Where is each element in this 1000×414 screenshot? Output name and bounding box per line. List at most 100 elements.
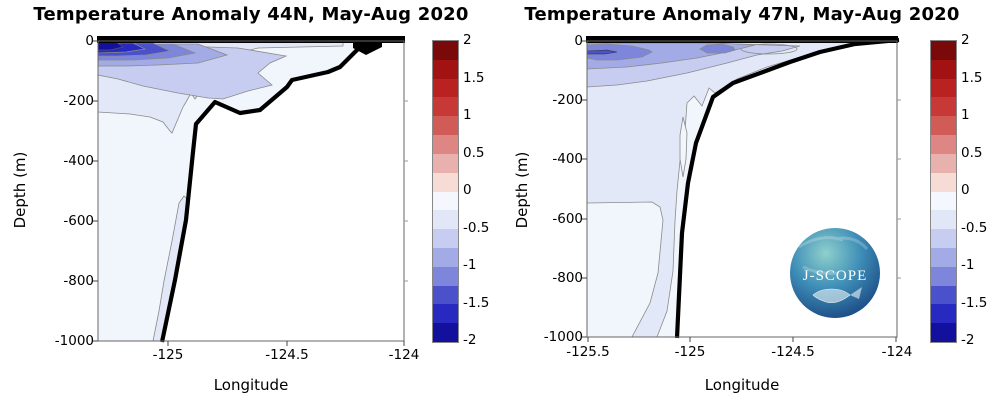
colorbar-tick: -2	[961, 332, 975, 348]
colorbar-band	[931, 153, 956, 173]
y-tick-label: -400	[63, 153, 94, 169]
colorbar-band	[433, 59, 458, 79]
y-tick-marks-right	[897, 99, 901, 279]
colorbar-band	[433, 323, 458, 342]
colorbar-band	[433, 304, 458, 324]
logo-caustics	[798, 236, 869, 275]
colorbar-tick: 1	[463, 107, 472, 123]
x-tick-label: -125.5	[566, 344, 610, 360]
x-axis-label-44n: Longitude	[213, 376, 289, 394]
colorbar-44n	[432, 40, 459, 343]
contour-plot-44n	[93, 36, 408, 346]
y-tick-label: -200	[63, 93, 94, 109]
y-axis-label-47n: Depth (m)	[513, 151, 531, 229]
colorbar-tick: -1	[961, 257, 975, 273]
y-axis-label-44n: Depth (m)	[11, 151, 29, 229]
axes-spine	[586, 40, 898, 338]
colorbar-band	[931, 97, 956, 117]
colorbar-band	[433, 41, 458, 60]
colorbar-band	[433, 191, 458, 211]
colorbar-band	[931, 172, 956, 192]
colorbar-tick: -0.5	[961, 220, 988, 236]
colorbar-tick: -2	[463, 332, 477, 348]
colorbar-tick: 2	[961, 32, 970, 48]
surface-bar	[586, 36, 898, 43]
colorbar-band	[433, 153, 458, 173]
slope-pocket-contour	[679, 116, 688, 178]
colorbar-tick: -0.5	[463, 220, 490, 236]
y-tick-label: 0	[574, 33, 583, 49]
colorbar-tick: -1.5	[961, 295, 988, 311]
colorbar-band	[433, 247, 458, 267]
colorbar-band	[931, 210, 956, 230]
colorbar-band	[433, 116, 458, 136]
y-tick-marks	[93, 40, 98, 342]
y-tick-label: -400	[552, 151, 583, 167]
colorbar-47n	[930, 40, 957, 343]
y-tick-label: -800	[63, 273, 94, 289]
colorbar-band	[931, 135, 956, 154]
y-tick-label: -1000	[54, 333, 94, 349]
colorbar-band	[931, 191, 956, 211]
bathymetry-line	[674, 37, 900, 339]
colorbar-tick: -1.5	[463, 295, 490, 311]
coastal-lobe-contour	[740, 43, 798, 55]
x-tick-marks	[167, 341, 405, 346]
bathymetry-line	[159, 45, 362, 343]
coast-wedge	[353, 42, 382, 55]
contour-plot-47n: J-SCOPE	[582, 36, 901, 342]
colorbar-band	[931, 78, 956, 98]
colorbar-band	[931, 304, 956, 324]
colorbar-band	[931, 59, 956, 79]
y-tick-label: -600	[552, 211, 583, 227]
cold-core-west	[586, 43, 653, 61]
colorbar-band	[931, 266, 956, 286]
colorbar-band	[433, 97, 458, 117]
colorbar-band	[931, 116, 956, 136]
colorbar-tick: 0	[463, 182, 472, 198]
colorbar-band	[433, 78, 458, 98]
x-tick-label: -125	[674, 344, 706, 360]
colorbar-tick: 0	[961, 182, 970, 198]
colorbar-band	[931, 41, 956, 60]
x-axis-label-47n: Longitude	[704, 376, 780, 394]
x-tick-marks	[587, 337, 897, 342]
x-tick-label: -124	[388, 347, 420, 363]
colorbar-tick: 0.5	[961, 145, 983, 161]
x-tick-label: -124	[881, 344, 913, 360]
y-tick-label: -200	[552, 92, 583, 108]
plot-title-47n: Temperature Anomaly 47N, May-Aug 2020	[524, 4, 960, 25]
colorbar-band	[433, 229, 458, 248]
colorbar-band	[433, 266, 458, 286]
cold-core-mid	[699, 43, 736, 54]
colorbar-band	[931, 229, 956, 248]
colorbar-tick: 1.5	[463, 70, 485, 86]
fish-tail-icon	[850, 287, 862, 299]
axes-spine	[97, 40, 405, 342]
y-tick-label: -1000	[543, 329, 583, 345]
colorbar-tick: 1	[961, 107, 970, 123]
colorbar-band	[433, 210, 458, 230]
colorbar-band	[433, 135, 458, 154]
colorbar-tick: 0.5	[463, 145, 485, 161]
plot-title-44n: Temperature Anomaly 44N, May-Aug 2020	[33, 4, 469, 25]
y-tick-marks-right	[404, 100, 408, 282]
y-tick-label: -600	[63, 213, 94, 229]
y-tick-label: 0	[85, 33, 94, 49]
colorbar-tick: 2	[463, 32, 472, 48]
y-tick-marks	[582, 40, 587, 338]
colorbar-band	[433, 285, 458, 305]
colorbar-band	[931, 285, 956, 305]
colorbar-tick: -1	[463, 257, 477, 273]
colorbar-tick: 1.5	[961, 70, 983, 86]
x-tick-label: -125	[152, 347, 184, 363]
jscope-logo-text: J-SCOPE	[803, 268, 868, 284]
y-tick-label: -800	[552, 270, 583, 286]
seafloor-mask	[163, 41, 404, 342]
fish-icon	[812, 288, 851, 304]
x-tick-label: -124.5	[771, 344, 815, 360]
colorbar-band	[931, 247, 956, 267]
colorbar-band	[931, 323, 956, 342]
surface-bar	[97, 36, 405, 43]
